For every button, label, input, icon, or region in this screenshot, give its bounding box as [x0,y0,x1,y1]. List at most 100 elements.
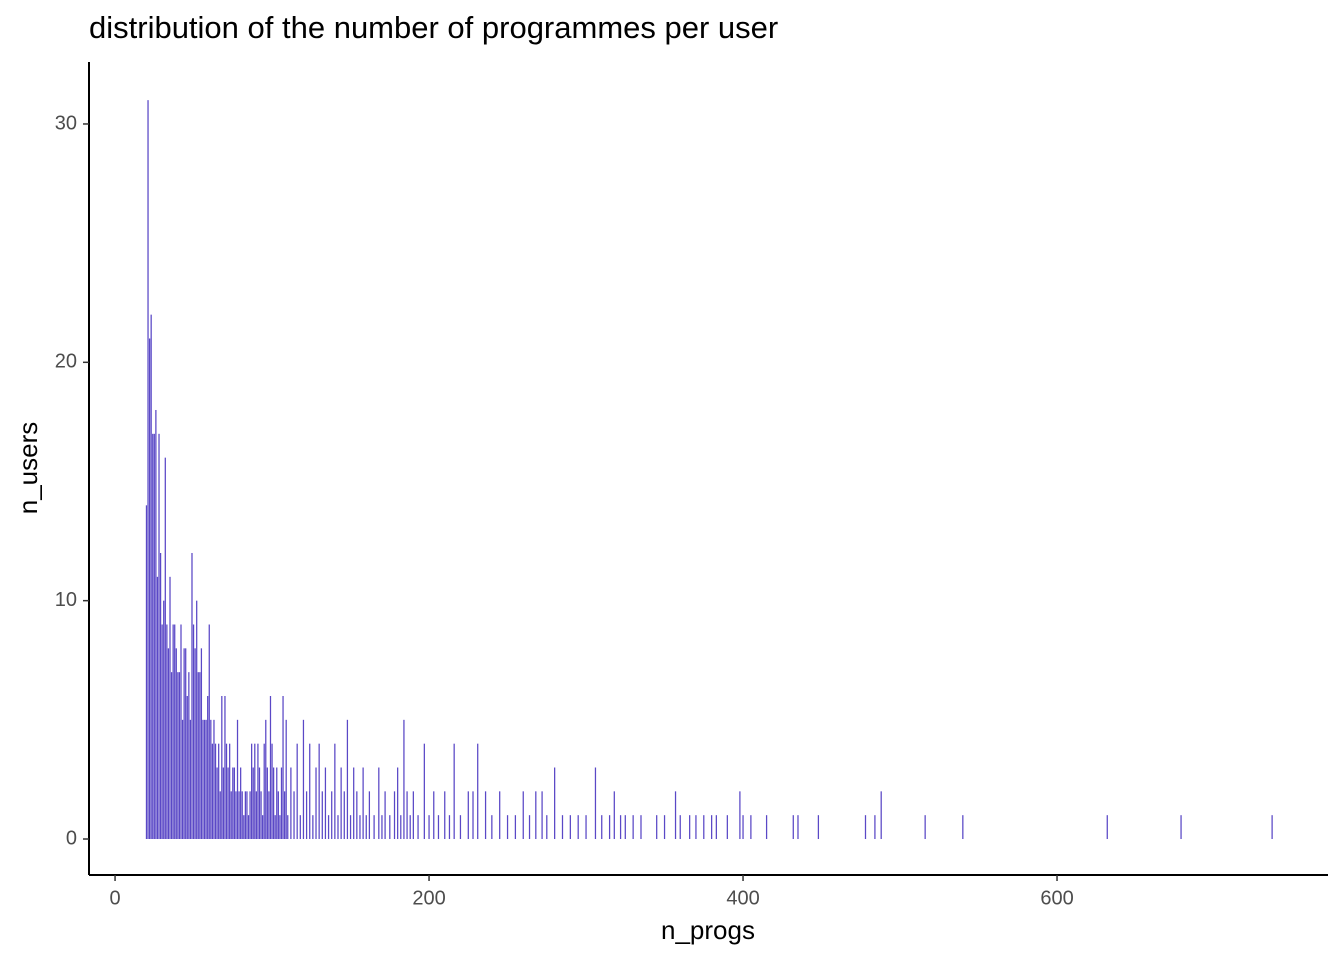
bar [711,815,713,840]
bar [213,719,215,840]
bar [268,791,270,840]
bar [229,743,231,840]
bar [216,767,218,840]
bar [864,815,867,840]
bar [153,433,155,840]
bar [181,719,184,840]
bar [249,791,251,840]
bar [293,791,295,840]
bar [792,815,794,840]
bar [632,815,634,840]
bar [219,791,221,840]
bar [309,743,311,840]
bar [585,815,587,840]
bar [797,815,799,840]
x-tick-label: 600 [1040,887,1073,909]
bar [210,719,212,840]
bar [272,767,275,840]
bar [327,815,330,840]
bar [167,648,170,840]
bar [236,719,239,840]
bar [368,791,371,840]
bar [199,672,201,840]
bar [276,767,278,840]
bar [147,100,149,840]
bar [353,767,355,840]
y-axis-label: n_users [13,422,43,515]
bar [252,767,254,840]
bar [397,767,399,840]
bar [266,767,268,840]
bar [514,815,517,840]
bar [406,791,408,840]
bar [674,791,677,840]
bar [262,815,264,840]
bar [321,791,323,840]
bar [170,672,173,840]
bar [161,624,163,840]
bar [594,767,597,840]
bar [260,791,262,840]
bar [244,791,246,840]
bar [172,624,174,840]
bar [186,696,188,840]
y-tick-label: 30 [55,112,77,134]
bar [378,767,380,840]
bar [437,815,440,840]
bar [254,743,256,840]
bar [315,767,317,840]
bar [924,815,926,840]
bar [177,672,179,840]
bar [384,791,386,840]
bar [703,815,705,840]
bar [569,815,571,840]
bar [346,719,349,840]
bar [202,719,204,840]
bar [522,791,524,840]
bar [750,815,752,840]
bar [155,409,157,840]
bar [203,719,206,840]
bar [459,815,462,840]
bar [340,767,342,840]
bar [246,791,248,840]
bar [472,791,474,840]
bar [393,791,396,840]
bar [624,815,626,840]
bar [656,815,658,840]
bar [467,791,469,840]
bar [188,672,190,840]
x-tick-label: 0 [109,887,120,909]
bar [152,433,154,840]
bar [257,743,259,840]
bar [679,815,681,840]
bar [349,815,352,840]
bar [506,815,509,840]
bar [389,815,391,840]
y-tick-label: 10 [55,589,77,611]
bar [491,815,493,840]
bar [403,719,405,840]
bar [230,791,232,840]
bar [874,815,876,840]
x-axis-label: n_progs [661,915,755,945]
bar [577,815,579,840]
bar [373,815,375,840]
bar [271,743,273,840]
bar [180,624,182,840]
bar [765,815,768,840]
bar [417,815,419,840]
bar [409,815,411,840]
bar [715,815,717,840]
bar [601,815,603,840]
bar [150,314,152,840]
bar [189,719,192,840]
bar [156,576,159,840]
bar [423,743,425,840]
bar [285,719,287,840]
bar [640,815,642,840]
bar [528,815,531,840]
y-tick-label: 20 [55,351,77,373]
bar [247,815,250,840]
